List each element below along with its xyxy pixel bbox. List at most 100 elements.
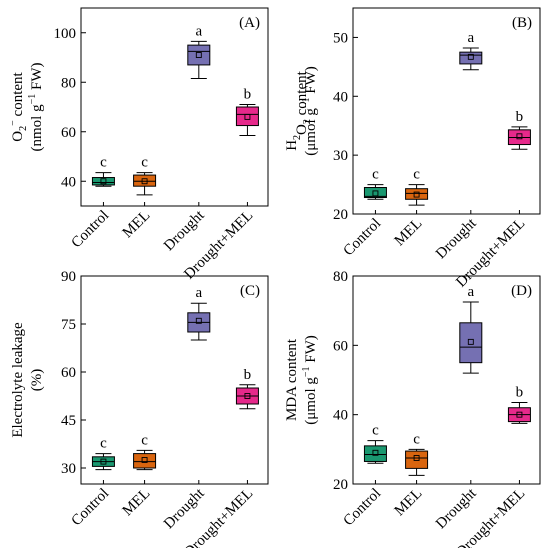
box-control: c [91,155,115,187]
y-tick-label: 100 [54,26,77,42]
y-tick-label: 40 [333,408,348,424]
y-title-part: content [294,70,310,119]
y-title-part: content [10,71,26,120]
y-title-part: (nmol g [29,104,45,152]
box-iqr [459,51,483,65]
box-control: c [363,167,387,200]
box-drought-mel: b [235,87,259,136]
x-tick-label: MEL [120,486,154,520]
box-mean-marker [372,449,379,456]
box-mel: c [133,155,157,196]
box-mel: c [133,432,157,471]
box-drought-mel: b [507,385,531,424]
y-tick-label: 75 [61,317,76,333]
y-axis-title-line1: O2− content [8,71,29,141]
box-drought: a [187,285,211,341]
y-title-part: FW) [303,335,319,366]
x-tick-label: Control [69,486,113,530]
box-drought-mel: b [235,367,259,410]
box-mean-marker [195,52,202,58]
box-iqr [133,174,157,187]
y-title-part: (%) [29,369,45,392]
y-title-part: (μmol g [303,377,319,425]
y-title-part: O [294,124,310,135]
box-drought-mel: b [507,109,531,150]
box-mean-marker [100,458,107,465]
significance-letter: c [141,432,148,448]
x-tick-label: Drought [433,215,480,262]
plot-frame [352,7,541,215]
significance-letter: a [195,23,202,39]
y-title-part: MDA content [284,338,300,421]
y-axis-title-line2: (%) [29,369,45,392]
significance-letter: a [467,30,474,46]
plot-frame [80,7,269,207]
x-tick-label: MEL [392,216,426,250]
y-axis-title-line2: (μmol g−1 FW) [301,335,319,425]
y-title-subscript: 2 [302,119,313,124]
y-title-superscript: −1 [27,94,38,105]
box-mel: c [405,167,429,206]
y-axis-title-line2: (μmol g−1 FW) [301,66,319,156]
x-tick-label: Drought [161,207,208,254]
x-tick-label: Control [69,208,113,252]
y-tick-label: 30 [61,461,76,477]
y-tick-label: 60 [61,125,76,141]
box-mean-marker [516,133,523,140]
significance-letter: c [372,423,379,439]
significance-letter: c [100,155,107,171]
box-iqr [235,106,259,127]
y-axis-title-line1: Electrolyte leakage [10,322,26,438]
box-mean-marker [413,455,420,461]
box-mean-marker [467,338,474,345]
y-title-part: H [284,140,300,151]
y-title-subscript: 2 [18,126,29,131]
significance-letter: c [100,436,107,452]
significance-letter: c [413,431,420,447]
x-tick-label: MEL [120,208,154,242]
box-mean-marker [141,457,148,463]
box-iqr [91,177,115,186]
y-tick-label: 20 [333,477,348,493]
significance-letter: c [372,167,379,183]
y-tick-label: 40 [61,174,76,190]
significance-letter: c [413,167,420,183]
box-iqr [133,453,157,469]
significance-letter: b [244,87,252,103]
box-mean-marker [195,317,202,324]
significance-letter: b [516,385,524,401]
y-tick-label: 50 [333,30,348,46]
y-tick-label: 30 [333,148,348,164]
panel-label: (A) [239,15,260,31]
box-iqr [363,187,387,199]
y-tick-label: 45 [61,413,76,429]
box-mean-marker [372,190,379,197]
y-tick-label: 80 [61,75,76,91]
significance-letter: a [467,284,474,300]
box-mean-marker [516,411,523,418]
box-mean-marker [141,178,148,185]
y-tick-label: 60 [333,338,348,354]
box-mean-marker [244,393,251,399]
significance-letter: b [244,367,252,383]
y-title-part: (μmol g [303,108,319,156]
box-iqr [363,445,387,462]
plot-frame [352,275,541,485]
box-mean-marker [413,191,420,198]
plot-frame [80,275,269,485]
y-tick-label: 60 [61,365,76,381]
y-title-superscript: −1 [301,97,312,108]
y-tick-label: 90 [61,269,76,285]
y-axis-title-line1: MDA content [284,338,300,421]
box-mel: c [405,431,429,476]
box-mean-marker [244,113,251,120]
box-drought: a [187,23,211,80]
box-mean-marker [467,53,474,60]
box-control: c [91,436,115,471]
significance-letter: c [141,155,148,171]
box-control: c [363,423,387,464]
